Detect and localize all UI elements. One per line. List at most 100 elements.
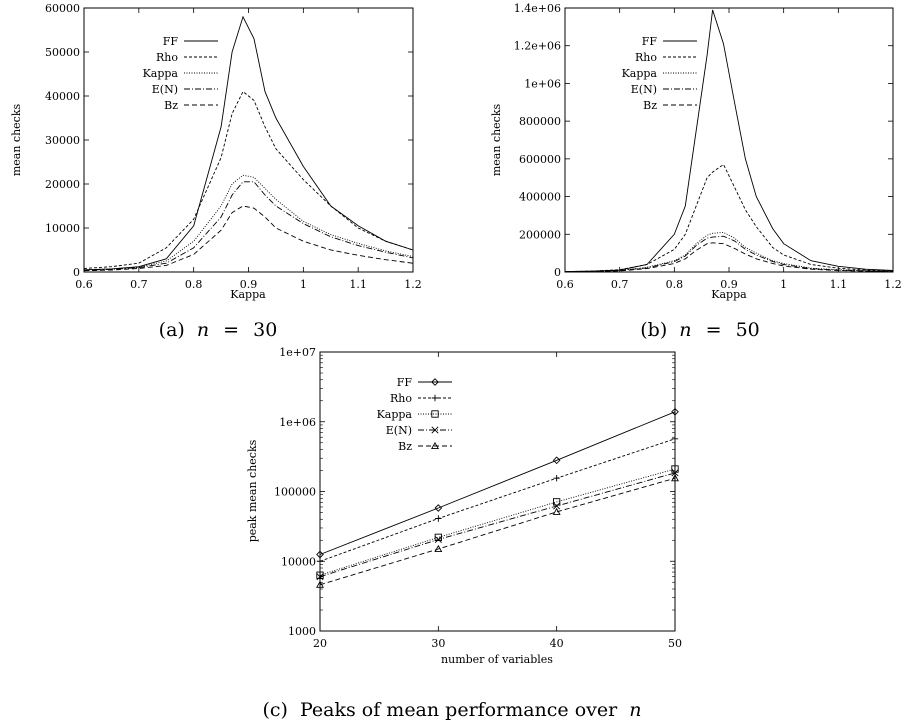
data-point-c-4 xyxy=(316,580,324,588)
series-line-c-0 xyxy=(319,411,676,555)
y-tick-label-b: 1.2e+06 xyxy=(514,40,561,53)
legend-marker-c-0 xyxy=(431,378,439,386)
legend-label-c-1: Rho xyxy=(390,392,412,405)
x-tick-label-a: 0.8 xyxy=(185,278,203,291)
legend-label-a-0: FF xyxy=(163,35,179,48)
x-tick-label-a: 1 xyxy=(300,278,307,291)
legend-label-b-1: Rho xyxy=(635,51,657,64)
y-tick-label-c: 1e+07 xyxy=(279,346,316,359)
series-line-a-0 xyxy=(83,15,414,271)
y-axis-label-c: peak mean checks xyxy=(246,439,259,542)
x-tick-label-a: 1.1 xyxy=(349,278,367,291)
legend-marker-c-1 xyxy=(431,394,439,402)
y-tick-label-c: 1e+06 xyxy=(279,416,316,429)
legend-label-c-2: Kappa xyxy=(377,408,413,421)
legend-marker-c-2 xyxy=(431,410,439,418)
x-tick-label-b: 0.9 xyxy=(720,278,738,291)
data-point-c-1 xyxy=(671,435,679,442)
caption-b-eq: = xyxy=(706,319,722,341)
series-line-a-1 xyxy=(83,90,414,269)
y-tick-label-a: 50000 xyxy=(45,46,80,59)
legend-label-c-4: Bz xyxy=(398,440,412,453)
caption-a-label: (a) xyxy=(159,319,185,341)
data-point-c-2 xyxy=(671,465,679,473)
data-point-c-3 xyxy=(553,502,561,510)
caption-a-eq: = xyxy=(223,319,239,341)
series-line-b-0 xyxy=(564,9,894,273)
data-point-c-3 xyxy=(671,469,679,477)
caption-b-label: (b) xyxy=(640,319,667,341)
y-tick-label-b: 1e+06 xyxy=(524,77,561,90)
legend-marker-c-4 xyxy=(431,441,439,450)
data-point-c-2 xyxy=(553,498,561,506)
data-point-c-4 xyxy=(671,474,679,482)
x-tick-label-a: 0.7 xyxy=(130,278,148,291)
y-tick-label-b: 1.4e+06 xyxy=(514,2,561,15)
plot-frame-b xyxy=(564,7,894,273)
y-axis-label-a: mean checks xyxy=(10,103,23,176)
data-point-c-1 xyxy=(435,515,442,522)
caption-c-text: Peaks of mean performance over xyxy=(300,699,618,721)
legend-label-a-1: Rho xyxy=(156,51,178,64)
x-tick-label-a: 1.2 xyxy=(404,278,422,291)
caption-a-var: n xyxy=(197,319,209,341)
caption-b-var: n xyxy=(679,319,691,341)
legend-label-b-4: Bz xyxy=(643,99,657,112)
data-point-c-4 xyxy=(552,507,561,515)
x-tick-label-c: 50 xyxy=(668,637,682,650)
y-tick-label-c: 100000 xyxy=(274,486,316,499)
series-line-a-2 xyxy=(83,174,414,271)
legend-marker-c-3 xyxy=(431,426,439,434)
caption-a-value: 30 xyxy=(253,319,277,341)
y-tick-label-b: 600000 xyxy=(519,153,561,166)
caption-c-label: (c) xyxy=(262,699,287,721)
y-tick-label-a: 40000 xyxy=(45,90,80,103)
y-tick-label-a: 20000 xyxy=(45,178,80,191)
series-line-c-2 xyxy=(319,468,676,576)
y-tick-label-a: 30000 xyxy=(45,134,80,147)
data-point-c-0 xyxy=(434,504,443,512)
x-axis-label-a: Kappa xyxy=(230,288,266,301)
series-line-b-4 xyxy=(564,242,894,273)
y-tick-label-b: 800000 xyxy=(519,115,561,128)
caption-b: (b) n = 50 xyxy=(640,319,760,341)
series-line-c-3 xyxy=(319,472,676,578)
chart-panel-a: 0.6 0.7 0.8 0.9 1 1.1 1.2 0 10000 20000 30000 40000… xyxy=(10,2,422,301)
legend-label-c-0: FF xyxy=(397,376,413,389)
x-tick-label-b: 1.2 xyxy=(884,278,902,291)
data-point-c-3 xyxy=(316,573,324,581)
series-line-b-1 xyxy=(564,163,894,273)
caption-c-var: n xyxy=(629,699,641,721)
legend-label-b-3: E(N) xyxy=(631,83,657,96)
chart-panel-c: 20 30 40 50 1000 10000 100000 1e+06 1e+07 peak me… xyxy=(246,346,682,666)
x-axis-label-c: number of variables xyxy=(441,653,553,666)
x-tick-label-c: 30 xyxy=(431,637,445,650)
data-point-c-3 xyxy=(434,535,442,544)
caption-b-value: 50 xyxy=(736,319,760,341)
series-line-c-4 xyxy=(319,477,676,586)
y-tick-label-a: 10000 xyxy=(45,222,80,235)
legend-label-b-2: Kappa xyxy=(622,67,658,80)
y-tick-label-a: 60000 xyxy=(45,2,80,15)
caption-c: (c) Peaks of mean performance over n xyxy=(262,699,641,721)
series-line-c-1 xyxy=(319,438,676,562)
y-axis-label-b: mean checks xyxy=(490,103,503,176)
data-point-c-0 xyxy=(671,407,679,416)
chart-panel-b: 0.6 0.7 0.8 0.9 1 1.1 1.2 0 200000 400000 600000 80… xyxy=(490,2,902,301)
data-point-c-2 xyxy=(434,533,442,542)
series-line-a-4 xyxy=(83,205,414,272)
y-tick-label-b: 200000 xyxy=(519,228,561,241)
x-tick-label-b: 1.1 xyxy=(830,278,848,291)
legend-label-b-0: FF xyxy=(642,35,658,48)
data-point-c-1 xyxy=(553,475,560,482)
legend-label-a-3: E(N) xyxy=(152,83,178,96)
y-tick-label-b: 0 xyxy=(554,266,561,279)
legend-label-a-2: Kappa xyxy=(143,67,179,80)
plot-frame-a xyxy=(83,7,414,273)
x-tick-label-c: 20 xyxy=(313,637,327,650)
x-tick-label-b: 0.7 xyxy=(611,278,629,291)
series-line-a-3 xyxy=(83,181,414,271)
x-axis-label-b: Kappa xyxy=(711,288,747,301)
x-tick-label-b: 0.6 xyxy=(556,278,574,291)
